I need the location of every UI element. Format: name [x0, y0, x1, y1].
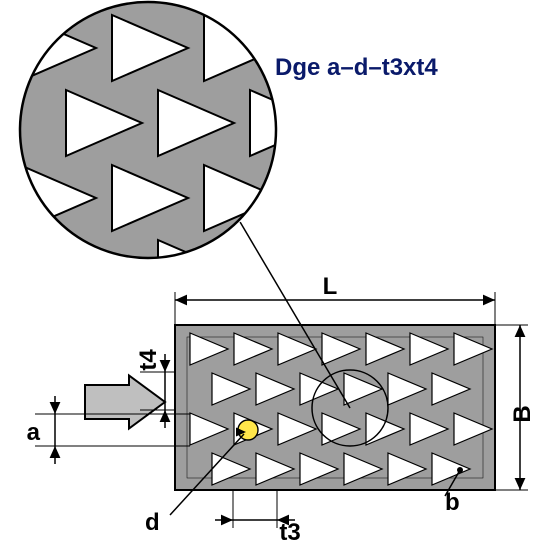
dim-label-d: d	[145, 509, 160, 536]
dim-label-b: b	[445, 489, 460, 516]
diagram-title: Dge a–d–t3xt4	[275, 54, 438, 81]
dim-label-t4: t4	[135, 349, 162, 371]
dim-label-t3: t3	[279, 519, 300, 546]
feed-direction-arrow	[85, 375, 165, 428]
dim-label-B: B	[509, 405, 536, 422]
magnifier-view	[20, 2, 418, 306]
dim-label-a: a	[27, 419, 41, 446]
dim-label-L: L	[323, 273, 338, 300]
technical-diagram: L Bt4 a t3 d b Dge a–d–t3xt4	[0, 0, 550, 550]
